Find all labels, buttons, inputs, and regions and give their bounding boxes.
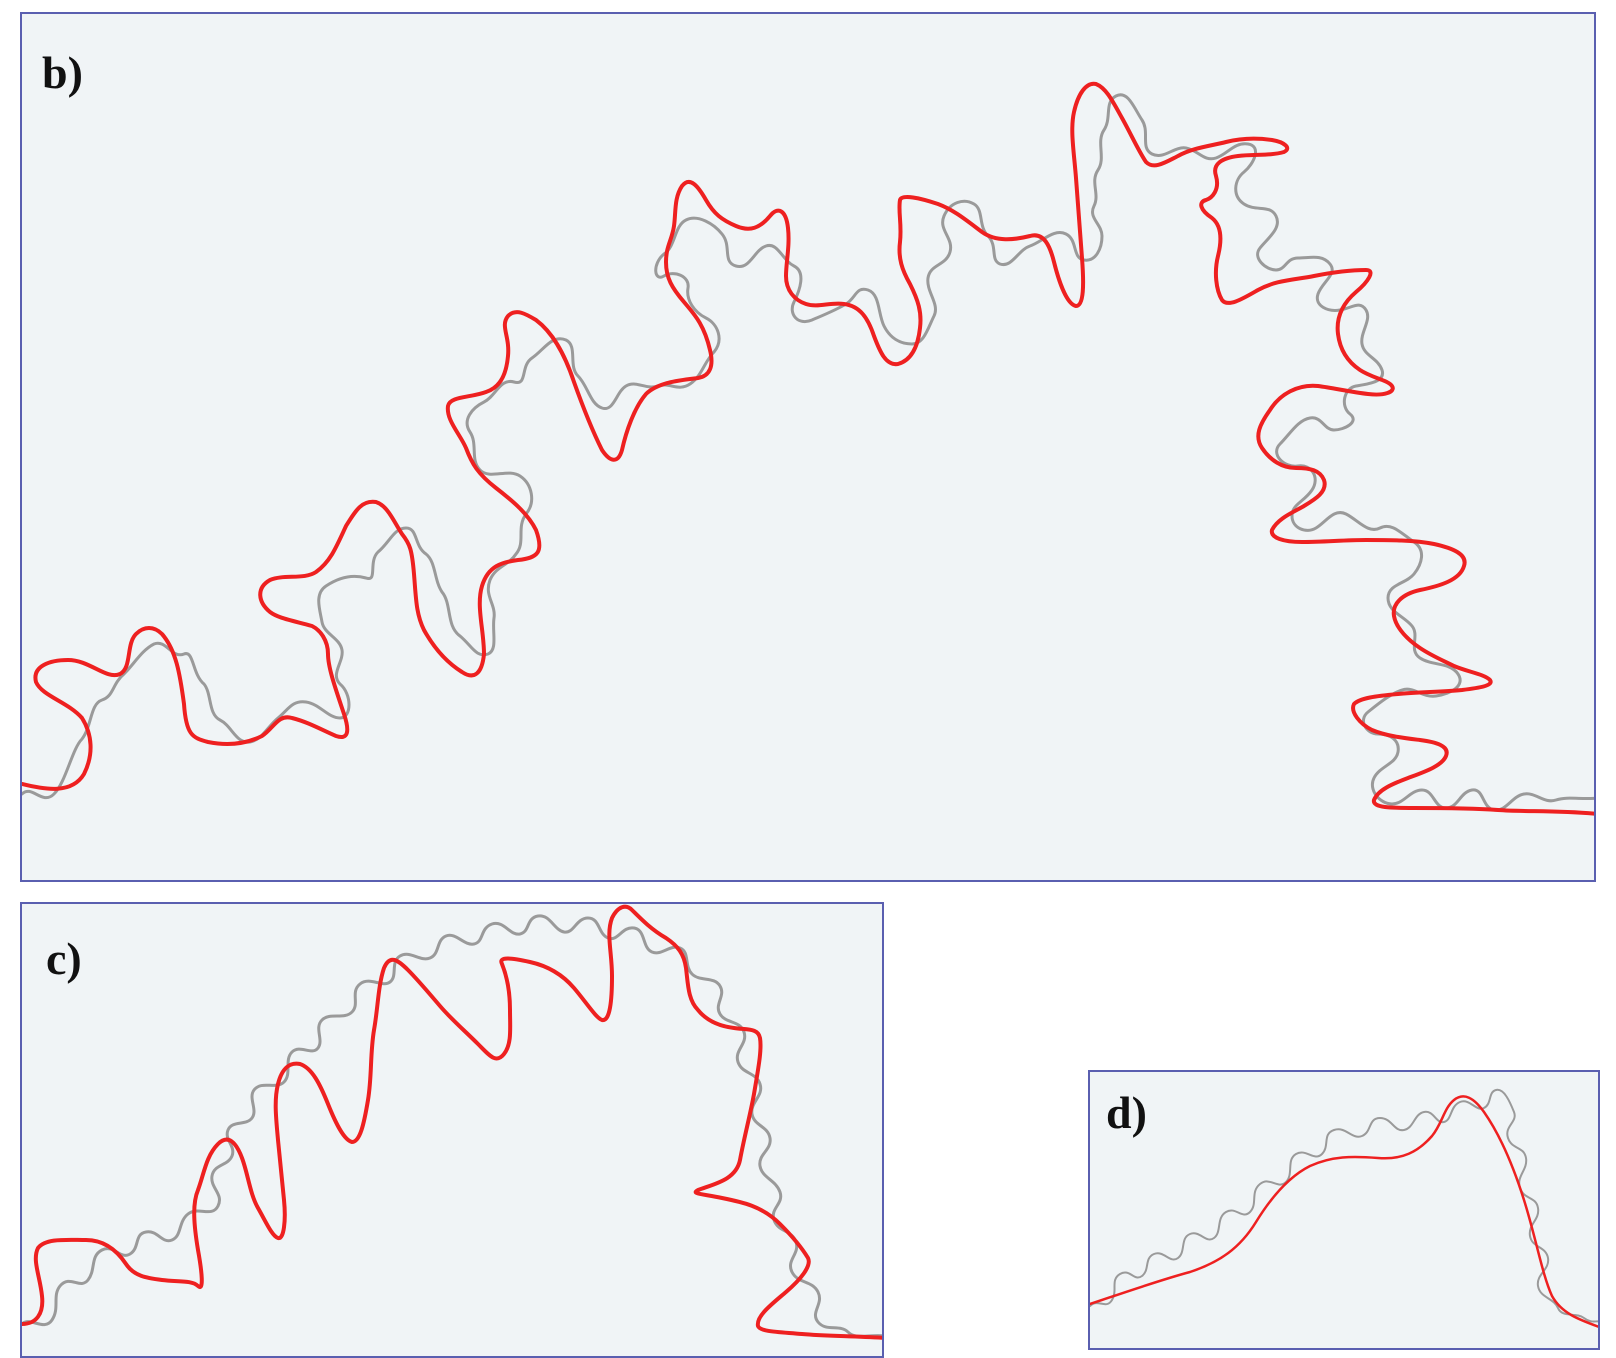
panel-d-gray-curve: [1090, 1088, 1598, 1323]
panel-b-red-curve: [22, 81, 1594, 816]
panel-d-label: d): [1106, 1087, 1147, 1138]
panel-d-red-curve: [1090, 1095, 1598, 1328]
panel-c-label: c): [46, 933, 82, 984]
panel-d-curves: [1090, 1088, 1598, 1328]
panel-b-label: b): [42, 47, 83, 98]
panel-b: b): [20, 12, 1596, 882]
panel-c-gray-curve: [22, 914, 882, 1338]
panel-d: d): [1088, 1070, 1600, 1350]
panel-c: c): [20, 902, 884, 1358]
panel-b-gray-curve: [22, 93, 1594, 812]
panel-b-curves: [22, 81, 1594, 816]
panel-c-red-curve: [22, 904, 882, 1340]
panel-c-curves: [22, 904, 882, 1340]
